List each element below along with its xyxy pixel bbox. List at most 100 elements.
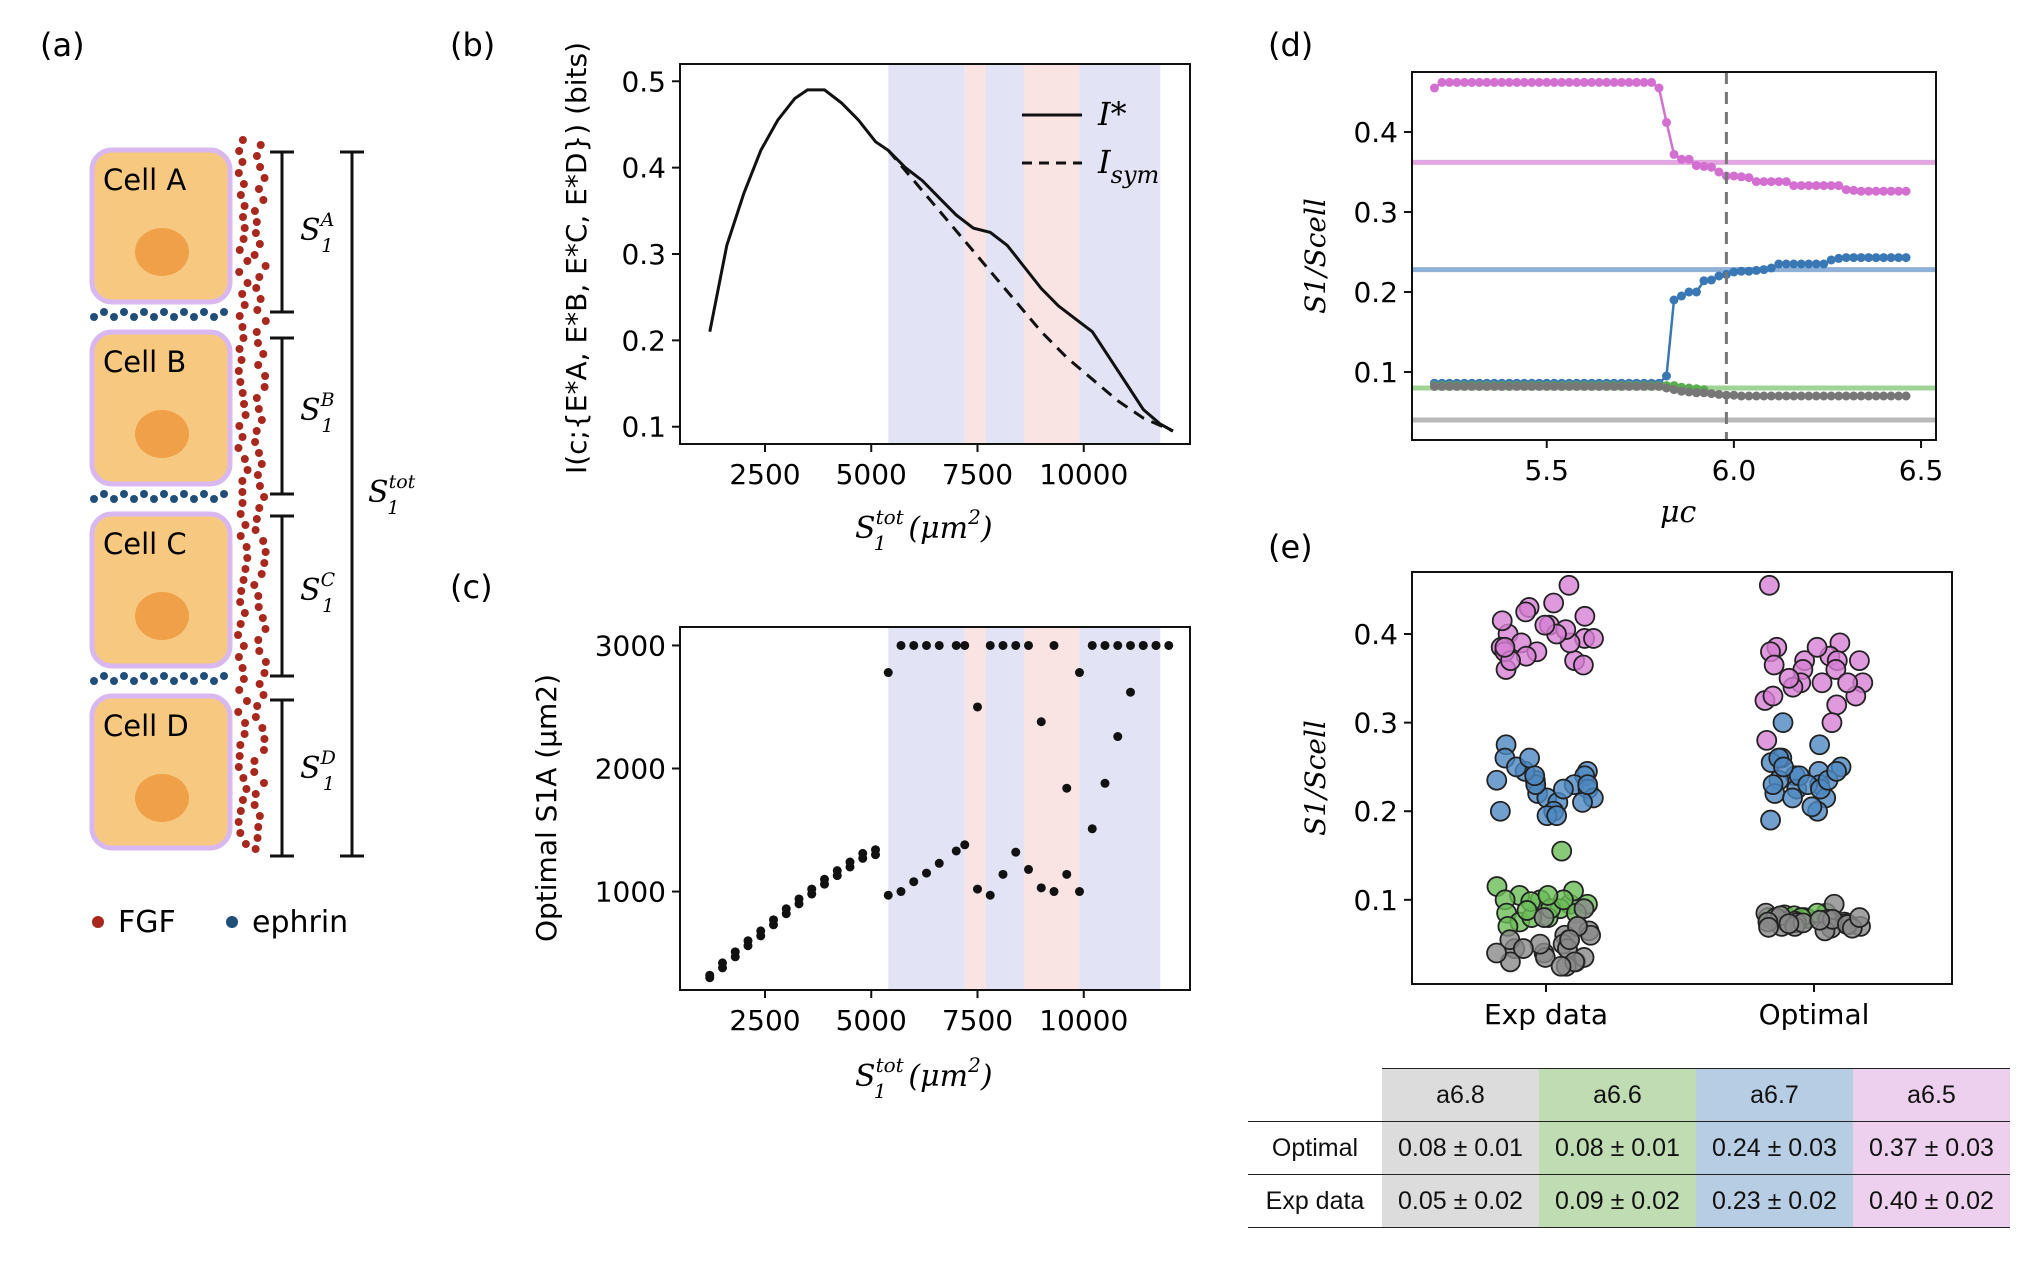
fgf-dot — [254, 636, 263, 644]
series-point-a6.5 — [1489, 77, 1499, 87]
fgf-dot — [259, 779, 268, 787]
cells: Cell A Cell B Cell C Cell D — [89, 147, 233, 851]
fgf-dot — [250, 757, 259, 765]
cell-a-nucleus — [135, 228, 189, 276]
series-line-a6.5 — [1433, 81, 1907, 193]
table-cell: 0.09 ± 0.02 — [1539, 1174, 1696, 1228]
scatter-point-blue — [1524, 765, 1546, 787]
scatter-point-green — [1551, 840, 1573, 862]
scatter-point — [1100, 778, 1110, 788]
series-point-a6.5 — [1534, 77, 1544, 87]
chart-c-xlabel: Stot 1 (μm2) — [855, 1053, 993, 1103]
series-point-a6.7 — [1691, 287, 1701, 297]
series-point-a6.5 — [1856, 186, 1866, 196]
scatter-point — [960, 840, 970, 850]
series-point-a6.8 — [1706, 389, 1716, 399]
fgf-dot — [253, 702, 262, 710]
series-point-a6.7 — [1901, 253, 1911, 263]
series-point-a6.8 — [1736, 391, 1746, 401]
series-point-a6.5 — [1811, 181, 1821, 191]
scatter-point — [1062, 783, 1072, 793]
chart-d-xlabel: μc — [1660, 495, 1696, 530]
scatter-point-gray — [1513, 938, 1534, 959]
fgf-dot — [238, 796, 247, 804]
fgf-dot — [239, 334, 248, 342]
scatter-point — [1024, 864, 1033, 874]
table-col-a6-6: a6.6 — [1539, 1068, 1696, 1122]
fgf-dot — [256, 295, 265, 303]
ephrin-dot — [220, 672, 228, 680]
series-point-a6.5 — [1766, 177, 1776, 187]
scatter-point-blue — [1519, 747, 1540, 769]
series-point-a6.5 — [1519, 77, 1529, 87]
y-tick-label: 0.4 — [1353, 116, 1398, 149]
series-point-a6.8 — [1871, 391, 1881, 401]
scatter-point-pink — [1574, 605, 1596, 627]
fgf-dot — [239, 675, 248, 683]
x-tick-label: 6.0 — [1712, 454, 1757, 487]
fgf-dot — [261, 625, 270, 633]
table-col-a6-5: a6.5 — [1853, 1068, 2010, 1122]
series-point-a6.8 — [1796, 391, 1806, 401]
scatter-point-pink — [1806, 636, 1828, 658]
fgf-dot — [250, 581, 259, 589]
series-point-a6.7 — [1841, 253, 1851, 263]
y-tick-label: 1000 — [595, 876, 666, 909]
scatter-point-pink — [1756, 729, 1778, 751]
fgf-dot — [236, 807, 245, 815]
cell-d: Cell D — [89, 693, 233, 851]
y-tick-label: 0.1 — [1353, 884, 1398, 917]
series-point-a6.8 — [1811, 391, 1821, 401]
fgf-dot — [235, 686, 244, 694]
fgf-dot — [254, 823, 263, 831]
chart-b-legend: I* Isym — [1022, 95, 1159, 189]
x-tick-label: 7500 — [942, 1004, 1013, 1037]
series-point-a6.8 — [1534, 381, 1544, 391]
fgf-dot — [236, 598, 245, 606]
fgf-dot — [238, 389, 247, 397]
series-point-a6.5 — [1549, 77, 1559, 87]
chart-c-bands — [888, 627, 1161, 990]
fgf-dot — [252, 427, 261, 435]
ephrin-dot — [100, 490, 108, 498]
scatter-point-blue — [1773, 756, 1794, 778]
fgf-dot — [261, 317, 270, 325]
fgf-dot — [251, 438, 260, 446]
series-point-a6.8 — [1759, 391, 1769, 401]
fgf-dot — [259, 691, 268, 699]
fgf-dot — [234, 653, 243, 661]
series-point-a6.5 — [1587, 77, 1597, 87]
fgf-dot — [235, 312, 244, 320]
fgf-dot — [252, 284, 261, 292]
scatter-point-pink — [1826, 694, 1848, 716]
series-point-a6.5 — [1744, 173, 1754, 183]
series-point-a6.5 — [1789, 181, 1799, 191]
scatter-point — [1075, 668, 1084, 678]
fgf-dot — [257, 570, 266, 578]
fgf-dot — [238, 499, 247, 507]
scatter-point — [1087, 824, 1097, 834]
fgf-dot — [238, 433, 247, 441]
series-point-a6.8 — [1879, 391, 1889, 401]
fgf-dot — [238, 323, 247, 331]
fgf-dot — [236, 378, 245, 386]
chart-b-xlabel: Stot 1 (μm2) — [855, 505, 993, 555]
fgf-dot — [250, 251, 259, 259]
fgf-dot — [236, 620, 245, 628]
series-point-a6.5 — [1497, 77, 1507, 87]
series-point-a6.5 — [1684, 154, 1694, 164]
y-tick-label: 0.4 — [621, 152, 666, 185]
series-point-a6.7 — [1796, 259, 1806, 269]
series-point-a6.8 — [1617, 381, 1627, 391]
fgf-dot — [236, 510, 245, 518]
series-point-a6.8 — [1542, 381, 1552, 391]
istar-line — [708, 88, 1174, 433]
isym-line — [887, 149, 1174, 433]
scatter-point-blue — [1809, 734, 1831, 756]
chart-d-series — [1429, 77, 1911, 401]
fgf-dot — [255, 647, 264, 655]
x-tick-label: 5000 — [836, 1004, 907, 1037]
table-header-row: a6.8 a6.6 a6.7 a6.5 — [1248, 1068, 2010, 1122]
scatter-point — [794, 894, 804, 904]
series-point-a6.7 — [1766, 263, 1776, 273]
